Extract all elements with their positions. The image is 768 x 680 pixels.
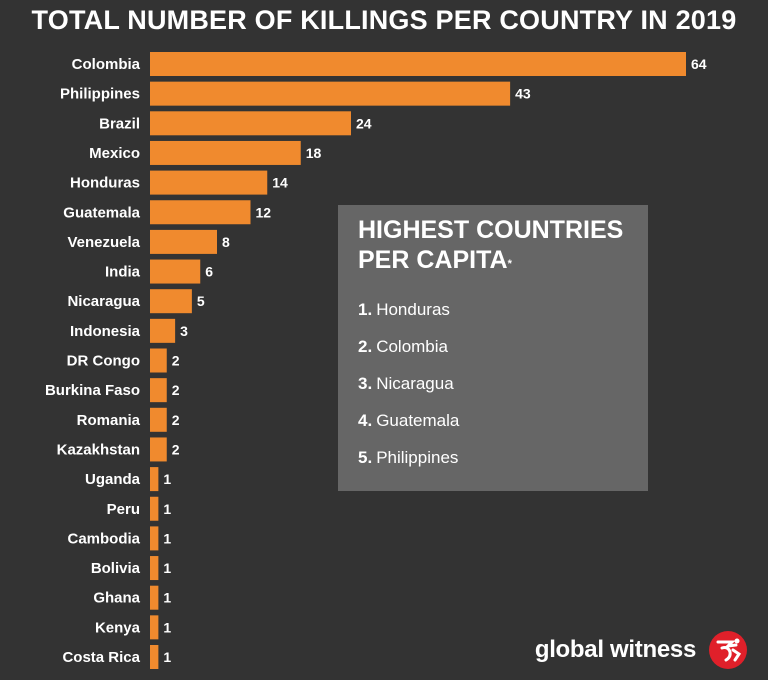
panel-title-asterisk: * — [507, 258, 512, 270]
value-label: 1 — [163, 471, 171, 487]
bar — [150, 615, 159, 640]
bar — [150, 378, 167, 403]
bar — [150, 526, 159, 551]
category-label: Honduras — [70, 175, 140, 192]
bar — [150, 289, 192, 314]
bar — [150, 81, 511, 106]
bar — [150, 259, 201, 284]
list-item: 4. Guatemala — [358, 402, 628, 439]
list-item-rank: 2. — [358, 337, 373, 356]
category-label: Kenya — [95, 619, 141, 636]
category-label: Burkina Faso — [45, 382, 140, 399]
value-label: 1 — [163, 590, 171, 606]
category-label: Nicaragua — [67, 293, 140, 310]
category-label: Uganda — [85, 471, 141, 488]
value-label: 24 — [356, 115, 372, 131]
category-label: Indonesia — [70, 323, 141, 340]
value-label: 1 — [163, 619, 171, 635]
list-item-name: Guatemala — [376, 411, 460, 430]
value-label: 2 — [172, 441, 180, 457]
bar — [150, 348, 167, 373]
value-label: 1 — [163, 649, 171, 665]
bar — [150, 496, 159, 521]
value-label: 8 — [222, 234, 230, 250]
category-label: Mexico — [89, 145, 140, 162]
category-label: Philippines — [60, 86, 140, 103]
panel-title-line1: HIGHEST COUNTRIES — [358, 216, 624, 244]
value-label: 2 — [172, 353, 180, 369]
value-label: 1 — [163, 501, 171, 517]
value-label: 64 — [691, 56, 707, 72]
list-item-rank: 1. — [358, 300, 373, 319]
value-label: 5 — [197, 293, 205, 309]
value-label: 6 — [205, 264, 213, 280]
value-label: 1 — [163, 530, 171, 546]
global-witness-logo-icon — [709, 631, 747, 669]
category-label: Peru — [107, 501, 140, 518]
value-label: 12 — [256, 204, 272, 220]
list-item-name: Nicaragua — [376, 374, 454, 393]
list-item-rank: 4. — [358, 411, 373, 430]
bar — [150, 645, 159, 669]
chart-title: TOTAL NUMBER OF KILLINGS PER COUNTRY IN … — [32, 5, 737, 35]
value-label: 2 — [172, 412, 180, 428]
bar — [150, 200, 251, 225]
panel-title-line2: PER CAPITA — [358, 246, 508, 274]
bar — [150, 318, 176, 343]
bar — [150, 556, 159, 581]
per-capita-panel: HIGHEST COUNTRIES PER CAPITA* 1. Honduras… — [338, 205, 648, 491]
bar — [150, 140, 301, 165]
category-label: India — [105, 264, 141, 281]
list-item-name: Philippines — [376, 448, 459, 467]
per-capita-list: 1. Honduras 2. Colombia 3. Nicaragua 4. Guat… — [358, 291, 628, 476]
bar — [150, 437, 167, 462]
list-item-rank: 5. — [358, 448, 373, 467]
list-item: 3. Nicaragua — [358, 365, 628, 402]
list-item: 5. Philippines — [358, 439, 628, 476]
bar — [150, 467, 159, 492]
value-label: 1 — [163, 560, 171, 576]
value-label: 3 — [180, 323, 188, 339]
bar — [150, 170, 268, 195]
list-item: 1. Honduras — [358, 291, 628, 328]
category-label: Venezuela — [67, 234, 140, 251]
category-label: Cambodia — [67, 530, 140, 547]
category-label: Ghana — [93, 590, 140, 607]
category-label: DR Congo — [67, 353, 140, 370]
value-label: 18 — [306, 145, 322, 161]
bar — [150, 111, 351, 136]
list-item-rank: 3. — [358, 374, 373, 393]
list-item-name: Colombia — [376, 337, 448, 356]
brand-name: global witness — [534, 636, 696, 663]
category-label: Bolivia — [91, 560, 141, 577]
bar — [150, 229, 217, 254]
bar — [150, 585, 159, 610]
category-label: Colombia — [72, 56, 141, 73]
value-label: 2 — [172, 382, 180, 398]
bar — [150, 52, 686, 76]
list-item-name: Honduras — [376, 300, 450, 319]
category-label: Romania — [77, 412, 141, 429]
value-label: 14 — [272, 175, 288, 191]
category-label: Brazil — [99, 115, 140, 132]
brand: global witness — [535, 628, 748, 672]
category-label: Guatemala — [63, 204, 140, 221]
category-label: Kazakhstan — [57, 441, 140, 458]
list-item: 2. Colombia — [358, 328, 628, 365]
value-label: 43 — [515, 86, 531, 102]
category-label: Costa Rica — [62, 649, 140, 666]
bar — [150, 407, 167, 432]
panel-title: HIGHEST COUNTRIES PER CAPITA* — [358, 215, 628, 275]
